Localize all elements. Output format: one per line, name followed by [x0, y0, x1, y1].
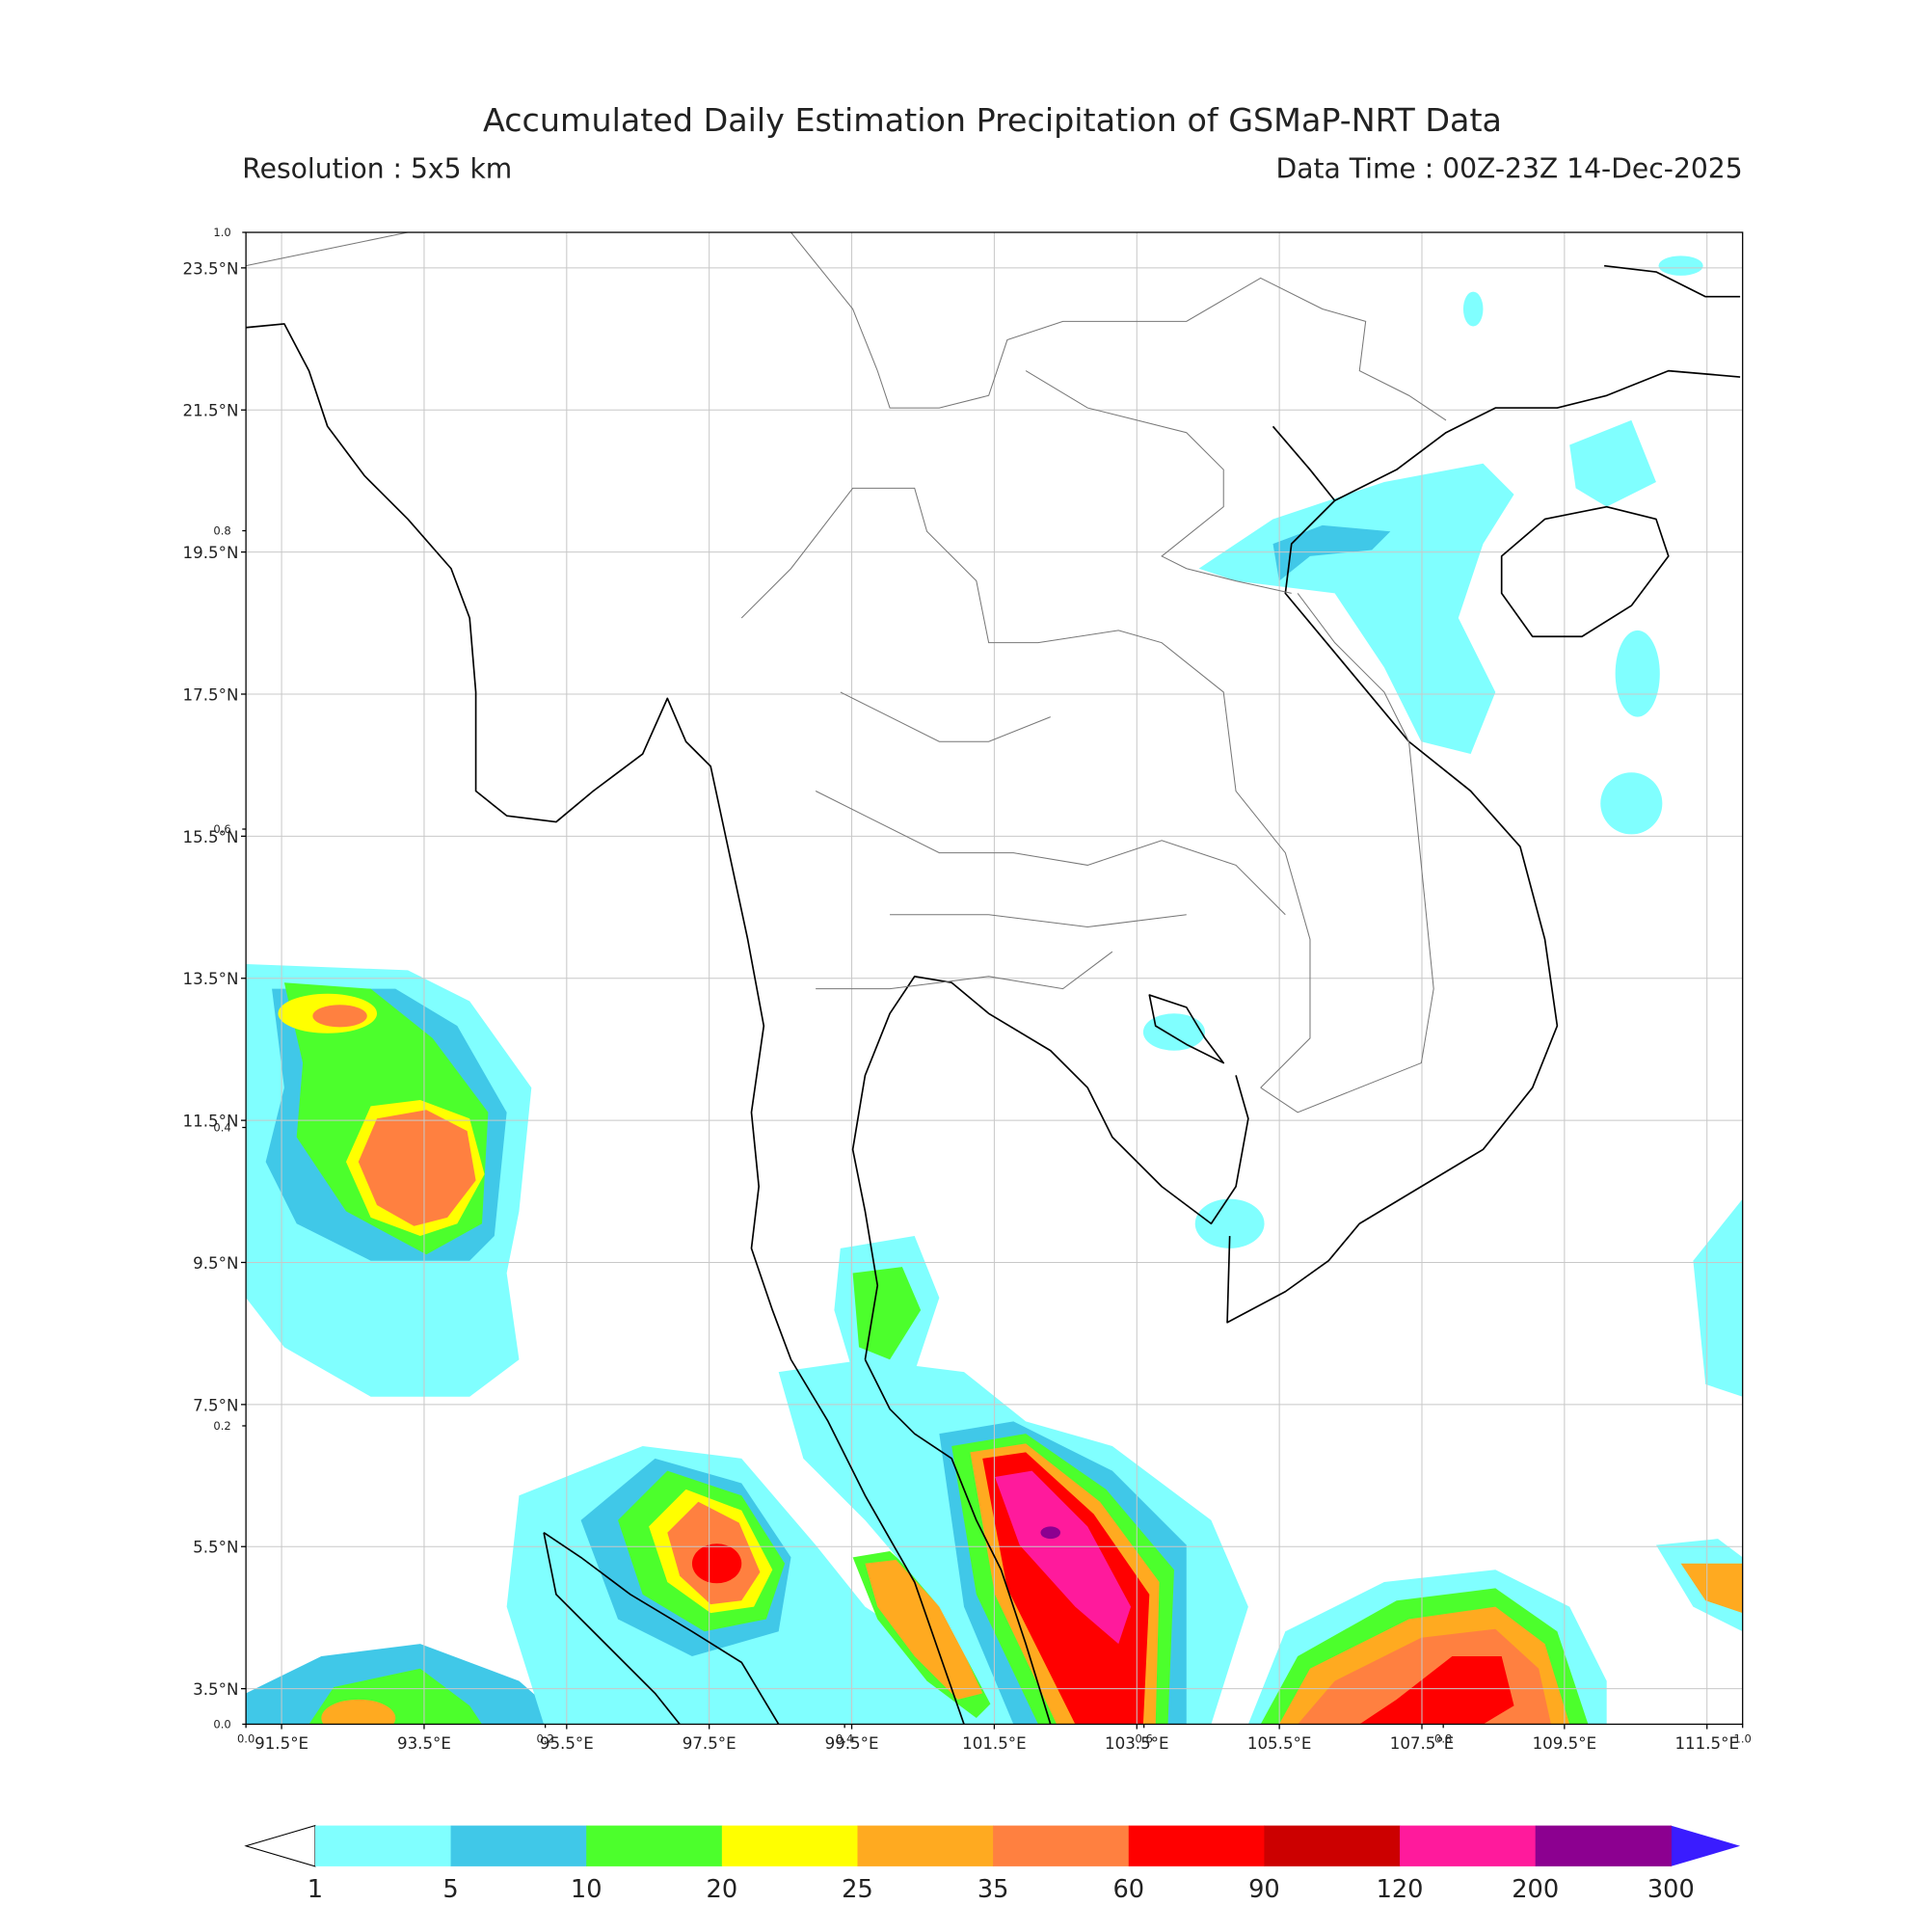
y-tick-label: 11.5°N: [183, 1113, 239, 1131]
colorbar-label: 90: [1248, 1875, 1280, 1904]
axis-labels: 91.5°E 93.5°E 95.5°E 97.5°E 99.5°E 101.5°E 103…: [183, 226, 1752, 1753]
colorbar-label: 200: [1512, 1875, 1559, 1904]
frame-y-tick-label: 0.2: [213, 1419, 230, 1433]
y-tick-label: 17.5°N: [183, 685, 239, 704]
x-tick-label: 97.5°E: [683, 1734, 736, 1753]
frame-x-tick-label: 0.0: [237, 1732, 254, 1746]
x-tick-label: 95.5°E: [540, 1734, 594, 1753]
x-tick-label: 105.5°E: [1247, 1734, 1312, 1753]
colorbar-label: 25: [842, 1875, 873, 1904]
frame-y-tick-label: 0.6: [213, 822, 230, 836]
colorbar-segment: [314, 1825, 452, 1866]
x-tick-label: 99.5°E: [825, 1734, 879, 1753]
colorbar-segment: [586, 1825, 723, 1866]
y-tick-label: 23.5°N: [183, 259, 239, 278]
colorbar-segment: [857, 1825, 994, 1866]
colorbar-segment: [721, 1825, 859, 1866]
y-tick-label: 19.5°N: [183, 544, 239, 562]
colorbar-segment: [1400, 1825, 1537, 1866]
frame-y-tick-label: 0.0: [213, 1717, 230, 1731]
x-tick-label: 107.5°E: [1390, 1734, 1455, 1753]
coastlines: [246, 232, 1741, 1725]
x-tick-label: 91.5°E: [254, 1734, 308, 1753]
frame-y-tick-label: 1.0: [213, 226, 230, 239]
frame-x-tick-label: 0.2: [536, 1732, 553, 1746]
colorbar: 1 5 10 20 25 35 60 90 120 200 300: [244, 1824, 1741, 1904]
y-tick-label: 15.5°N: [183, 828, 239, 846]
colorbar-label: 1: [308, 1875, 323, 1904]
frame-y-tick-label: 0.8: [213, 523, 230, 537]
colorbar-label: 120: [1377, 1875, 1424, 1904]
colorbar-segment: [1264, 1825, 1401, 1866]
colorbar-segment: [450, 1825, 587, 1866]
y-tick-label: 9.5°N: [193, 1254, 238, 1273]
y-tick-label: 13.5°N: [183, 970, 239, 988]
x-tick-label: 111.5°E: [1674, 1734, 1739, 1753]
colorbar-label: 20: [707, 1875, 738, 1904]
colorbar-segment: [1128, 1825, 1266, 1866]
colorbar-label: 35: [977, 1875, 1009, 1904]
resolution: Resolution : 5x5 km: [242, 153, 512, 185]
colorbar-label: 10: [571, 1875, 602, 1904]
frame-x-tick-label: 0.6: [1136, 1732, 1153, 1746]
colorbar-label: 5: [442, 1875, 458, 1904]
frame-x-tick-label: 1.0: [1734, 1732, 1752, 1746]
frame-y-tick-label: 0.4: [213, 1120, 230, 1134]
x-tick-label: 103.5°E: [1105, 1734, 1169, 1753]
colorbar-label: 300: [1647, 1875, 1695, 1904]
colorbar-label: 60: [1112, 1875, 1144, 1904]
y-tick-label: 5.5°N: [193, 1539, 238, 1557]
x-tick-label: 109.5°E: [1533, 1734, 1597, 1753]
frame-x-tick-label: 0.4: [836, 1732, 853, 1746]
title: Accumulated Daily Estimation Precipitati…: [483, 101, 1502, 139]
y-tick-label: 21.5°N: [183, 402, 239, 420]
colorbar-segment: [993, 1825, 1130, 1866]
x-tick-label: 101.5°E: [962, 1734, 1027, 1753]
colorbar-under: [244, 1824, 316, 1867]
frame-x-tick-label: 0.8: [1434, 1732, 1452, 1746]
colorbar-over: [1671, 1825, 1741, 1866]
precipitation-field: [246, 255, 1743, 1725]
y-tick-label: 3.5°N: [193, 1680, 238, 1699]
colorbar-segment: [1535, 1825, 1672, 1866]
x-tick-label: 93.5°E: [397, 1734, 451, 1753]
grid: [246, 232, 1743, 1725]
y-tick-label: 7.5°N: [193, 1396, 238, 1414]
data-time: Data Time : 00Z-23Z 14-Dec-2025: [1276, 153, 1743, 185]
